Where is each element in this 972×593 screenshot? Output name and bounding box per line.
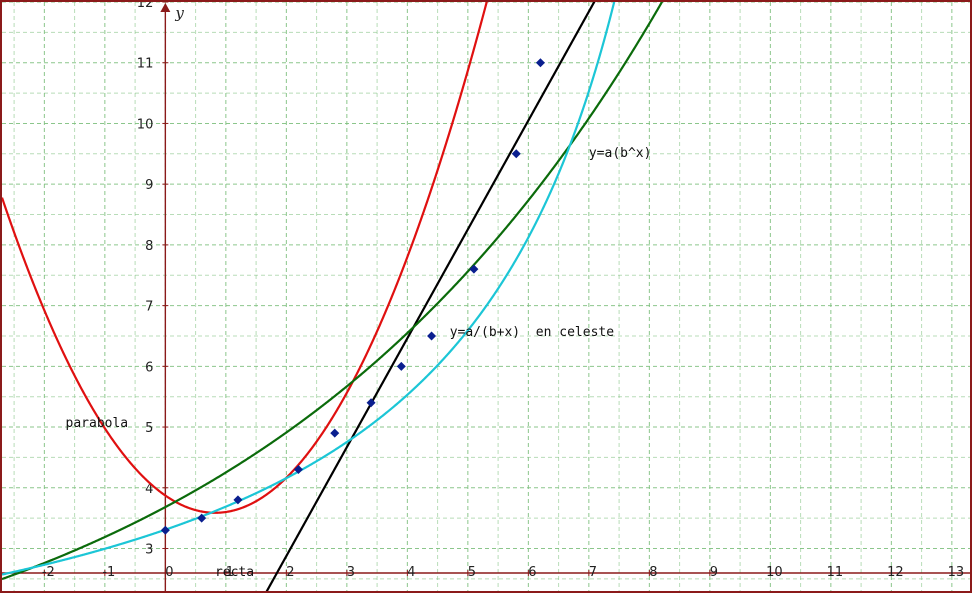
y-tick-label: 6	[145, 360, 153, 375]
hyperbola-curve	[2, 2, 616, 576]
x-tick-label: 7	[589, 565, 597, 580]
x-tick-label: 6	[528, 565, 536, 580]
x-tick-label: 0	[165, 565, 173, 580]
hyperbola-label: y=a/(b+x) en celeste	[450, 325, 615, 340]
data-point	[330, 428, 340, 438]
x-tick-label: 9	[710, 565, 718, 580]
y-tick-label: 3	[145, 542, 153, 557]
y-tick-label: 8	[145, 239, 153, 254]
data-point	[511, 149, 521, 159]
x-tick-label: 5	[468, 565, 476, 580]
y-tick-label: 10	[137, 117, 154, 132]
data-point	[197, 513, 207, 523]
y-tick-label: 12	[137, 2, 154, 11]
y-tick-label: 7	[145, 300, 153, 315]
data-point	[233, 495, 243, 505]
data-point	[293, 465, 303, 475]
x-tick-label: 11	[827, 565, 844, 580]
x-tick-label: 3	[347, 565, 355, 580]
y-tick-label: 4	[145, 482, 153, 497]
x-tick-label: 2	[286, 565, 294, 580]
recta-label: recta	[215, 565, 254, 580]
data-point	[366, 398, 376, 408]
y-tick-label: 11	[137, 57, 154, 72]
x-tick-label: 1	[226, 565, 234, 580]
exponential-curve	[2, 2, 664, 581]
data-points	[160, 58, 545, 535]
x-tick-label: 4	[407, 565, 415, 580]
y-axis-label: y	[174, 4, 184, 22]
y-tick-label: 5	[145, 421, 153, 436]
exponential-label: y=a(b^x)	[589, 146, 652, 161]
data-point	[396, 361, 406, 371]
data-point	[535, 58, 545, 68]
data-point	[427, 331, 437, 341]
x-tick-label: -1	[102, 565, 115, 580]
x-tick-label: 13	[948, 565, 965, 580]
x-tick-label: 8	[649, 565, 657, 580]
y-axis-arrow	[160, 3, 171, 12]
y-tick-label: 9	[145, 178, 153, 193]
recta-line	[265, 2, 596, 591]
x-tick-label: 10	[766, 565, 783, 580]
x-tick-label: 12	[887, 565, 904, 580]
x-tick-label: -2	[42, 565, 55, 580]
labels: parabola recta y=a(b^x) y=a/(b+x) en celest…	[66, 146, 652, 580]
data-point	[469, 264, 479, 274]
parabola-label: parabola	[66, 416, 129, 431]
curves	[2, 2, 664, 591]
parabola-curve	[2, 2, 488, 514]
data-point	[160, 525, 170, 535]
